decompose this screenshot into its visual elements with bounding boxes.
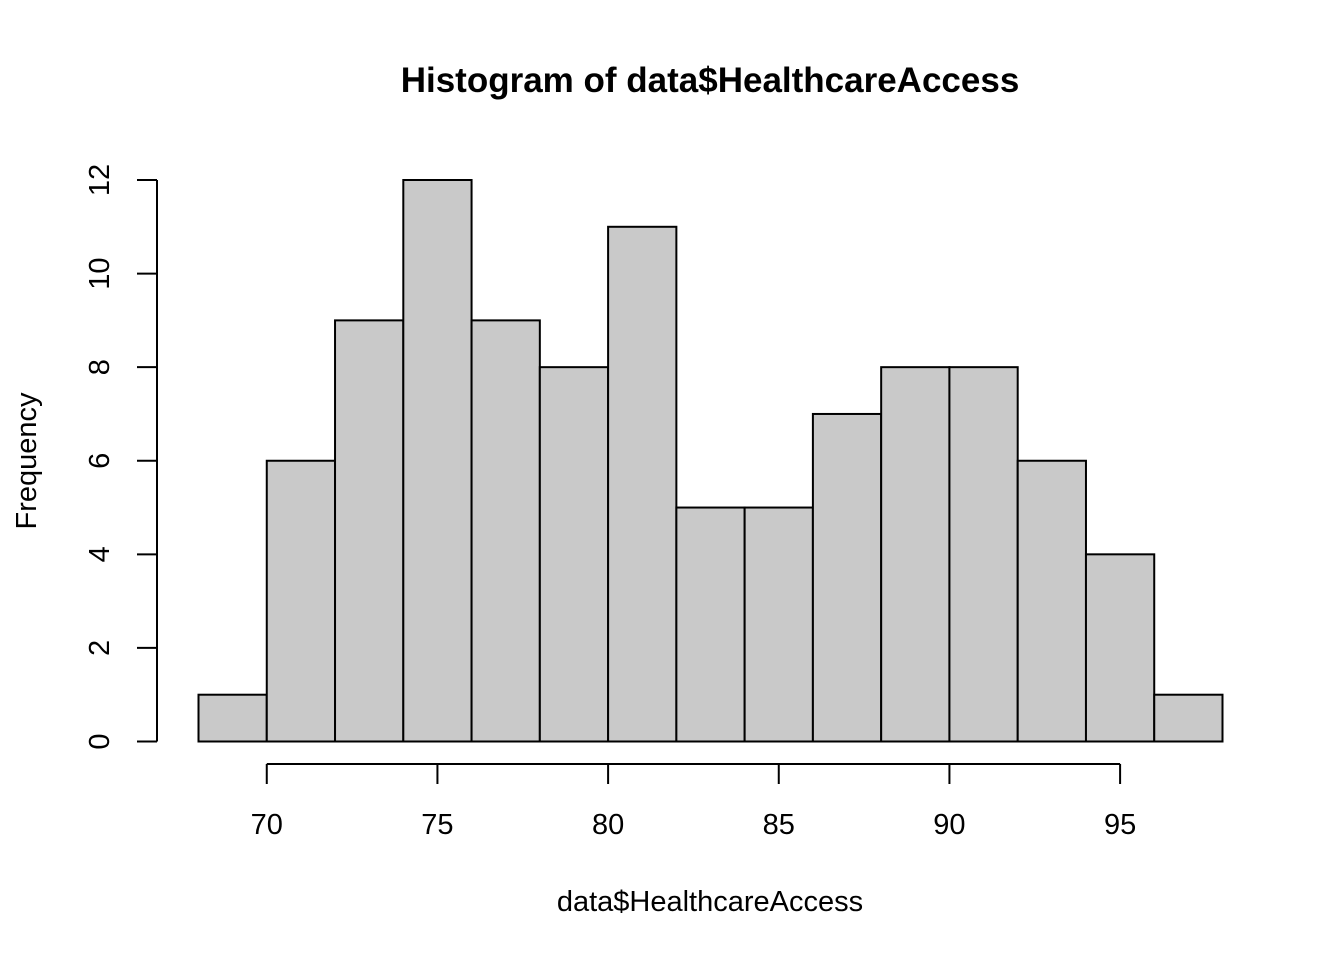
histogram-bar-68-70 — [197, 693, 268, 743]
x-tick-label: 75 — [421, 809, 453, 841]
y-axis-label: Frequency — [11, 392, 43, 530]
bars-group — [197, 179, 1224, 743]
histogram-bar-82-84 — [675, 506, 746, 743]
y-tick-label: 0 — [84, 733, 116, 749]
y-tick-label: 12 — [84, 164, 116, 196]
y-tick-label: 10 — [84, 257, 116, 289]
histogram-bar-78-80 — [538, 366, 610, 743]
histogram-bar-94-96 — [1084, 553, 1156, 743]
histogram-bar-92-94 — [1016, 459, 1087, 743]
histogram-bar-80-82 — [607, 225, 678, 743]
y-tick-label: 2 — [84, 640, 116, 656]
histogram-bar-70-72 — [265, 459, 337, 743]
histogram-bar-96-98 — [1153, 693, 1224, 743]
x-axis-label: data$HealthcareAccess — [557, 886, 863, 918]
x-tick-label: 90 — [933, 809, 965, 841]
x-tick-label: 70 — [251, 809, 283, 841]
histogram-bar-74-76 — [402, 179, 473, 743]
y-tick-label: 8 — [84, 359, 116, 375]
x-tick-label: 85 — [763, 809, 795, 841]
histogram-bar-72-74 — [334, 319, 405, 743]
y-tick-label: 6 — [84, 453, 116, 469]
y-tick-label: 4 — [84, 546, 116, 562]
y-axis: 0 2 4 6 8 10 12 — [84, 164, 158, 750]
x-axis: 70 75 80 85 90 95 — [251, 763, 1136, 841]
histogram-bar-86-88 — [811, 412, 883, 743]
histogram-bar-84-86 — [743, 506, 814, 743]
x-tick-label: 80 — [592, 809, 624, 841]
chart-title: Histogram of data$HealthcareAccess — [401, 61, 1020, 100]
histogram-bar-88-90 — [880, 366, 951, 743]
histogram-bar-76-78 — [470, 319, 541, 743]
x-tick-label: 95 — [1104, 809, 1136, 841]
histogram-bar-90-92 — [948, 366, 1019, 743]
